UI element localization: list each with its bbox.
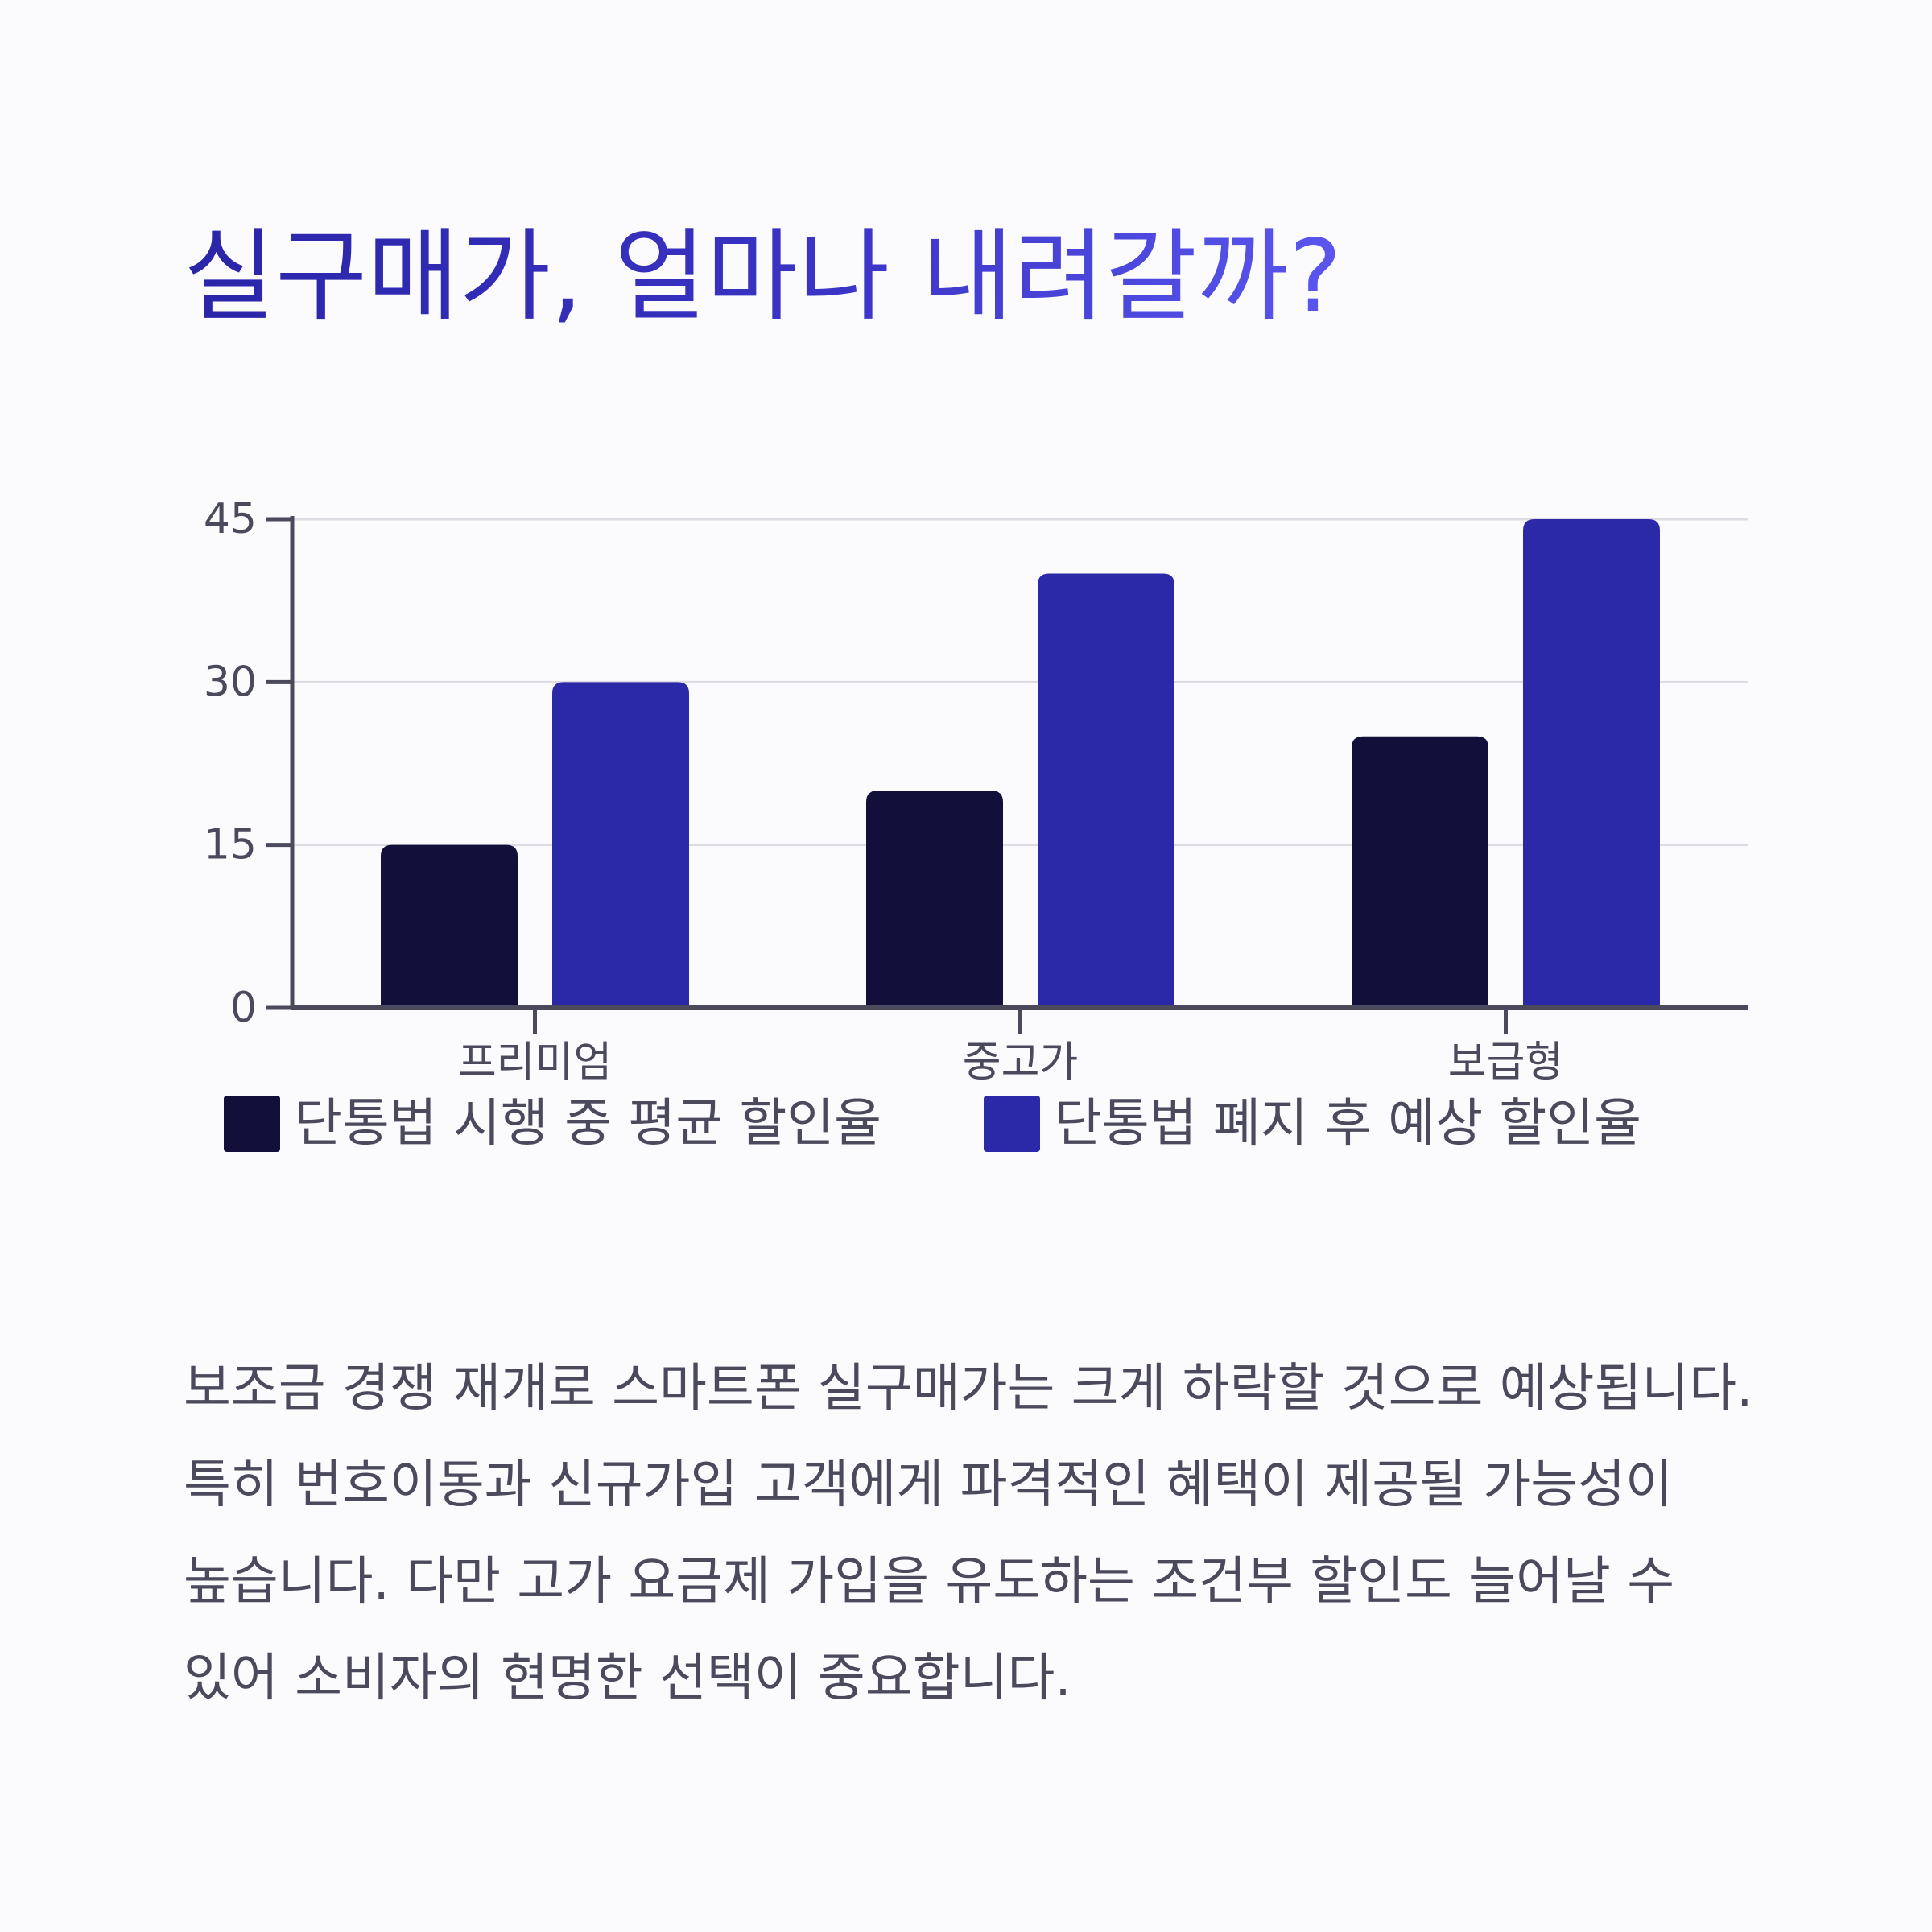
- y-tick-label: 45: [204, 495, 257, 543]
- x-tick-label: 보급형: [1448, 1038, 1564, 1087]
- tick-labels: 0 15 30 45 프리미엄 중고가 보급형: [204, 495, 1563, 1087]
- bars: [381, 519, 1660, 1008]
- y-tick-label: 30: [204, 658, 257, 706]
- bar-chart: 0 15 30 45 프리미엄 중고가 보급형 단통법 시행 중 평균 할인율 단통법 폐지 …: [204, 495, 1748, 1154]
- bar-2-1: [552, 682, 689, 1008]
- legend-swatch-1: [224, 1096, 280, 1152]
- legend-label-1: 단통법 시행 중 평균 할인율: [295, 1094, 881, 1154]
- axes: [266, 516, 1748, 1034]
- x-tick-label: 프리미엄: [458, 1038, 612, 1087]
- y-tick-label: 0: [230, 984, 257, 1032]
- y-tick-label: 15: [204, 821, 257, 869]
- legend: 단통법 시행 중 평균 할인율 단통법 폐지 후 예상 할인율: [224, 1094, 1641, 1154]
- bar-2-2: [1038, 573, 1174, 1008]
- bar-2-3: [1523, 519, 1660, 1008]
- grid-lines: [292, 518, 1748, 847]
- legend-label-2: 단통법 폐지 후 예상 할인율: [1055, 1094, 1641, 1154]
- description-text: 보조금 경쟁 재개로 스마트폰 실구매가는 크게 하락할 것으로 예상됩니다. …: [184, 1359, 1753, 1708]
- legend-swatch-2: [984, 1096, 1040, 1152]
- bar-1-3: [1352, 736, 1488, 1008]
- bar-1-2: [866, 791, 1003, 1008]
- page-title: 실구매가, 얼마나 내려갈까?: [184, 217, 1342, 337]
- bar-1-1: [381, 844, 518, 1008]
- x-tick-label: 중고가: [963, 1038, 1079, 1087]
